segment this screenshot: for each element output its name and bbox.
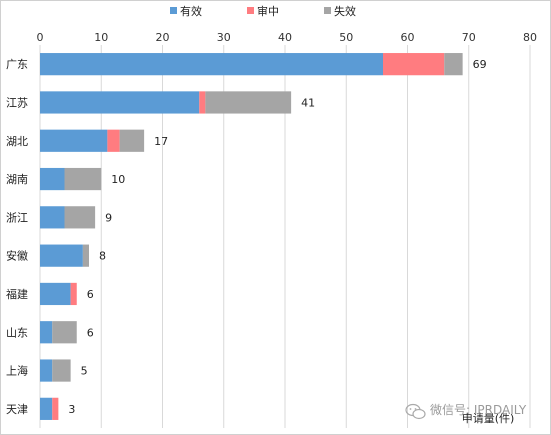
bar-segment [40,282,71,306]
bar-segment [52,397,59,420]
category-label: 湖南 [6,173,28,186]
total-label: 3 [68,403,75,416]
bar-segment [40,53,383,76]
legend-label: 有效 [180,4,202,18]
category-label: 湖北 [6,135,28,148]
legend-label: 失效 [334,4,356,18]
bar-segment [52,359,71,382]
total-label: 5 [81,365,88,378]
x-axis-label: 申请量(件) [462,412,515,425]
x-tick-label: 30 [217,31,231,44]
x-tick-label: 10 [94,31,108,44]
bar-segment [64,206,96,229]
total-label: 9 [105,211,112,224]
legend-swatch [324,7,331,14]
bar-segment [40,167,65,191]
wechat-icon [405,403,426,420]
total-label: 69 [473,58,487,71]
bar-segment [52,321,77,344]
category-label: 浙江 [6,211,28,224]
watermark-text: 微信号: IPRDAILY [430,403,527,417]
bar-segment [40,321,53,344]
category-label: 山东 [6,326,28,339]
category-label: 广东 [6,58,28,71]
bar-segment [40,129,108,152]
x-axis-ticks: 0 10 20 30 40 50 60 70 80 [37,31,538,44]
category-label: 上海 [6,364,28,378]
bar-segment [205,91,292,114]
legend: 有效 审中 失效 [170,4,356,18]
bar-segment [40,91,200,114]
category-label: 安徽 [6,249,28,263]
bar-segment [82,244,89,267]
total-label: 17 [154,135,168,148]
category-label: 江苏 [6,96,28,109]
category-label: 天津 [6,403,28,416]
bar-segment [40,206,65,229]
total-label: 10 [111,173,125,186]
bar-segment [40,397,53,420]
total-label: 41 [301,96,315,109]
total-label: 6 [87,288,94,301]
total-labels: 69 41 17 10 9 8 6 6 5 3 [68,58,486,416]
bar-segment [199,91,206,114]
bar-segment [40,244,83,267]
x-tick-label: 20 [156,31,170,44]
bars [40,53,463,420]
bar-segment [107,129,120,152]
x-tick-label: 60 [401,31,415,44]
bar-segment [70,282,77,306]
legend-swatch [170,7,177,14]
total-label: 8 [99,250,106,263]
legend-label: 审中 [257,4,279,18]
x-tick-label: 50 [339,31,353,44]
bar-segment [64,167,102,191]
x-tick-label: 0 [37,31,44,44]
watermark: 微信号: IPRDAILY [405,403,527,420]
bar-segment [119,129,145,152]
legend-swatch [247,7,254,14]
x-tick-label: 40 [278,31,292,44]
total-label: 6 [87,326,94,339]
x-tick-label: 80 [523,31,537,44]
category-label: 福建 [6,287,28,301]
bar-segment [444,53,463,76]
bar-segment [383,53,445,76]
bar-segment [40,359,53,382]
x-tick-label: 70 [462,31,476,44]
